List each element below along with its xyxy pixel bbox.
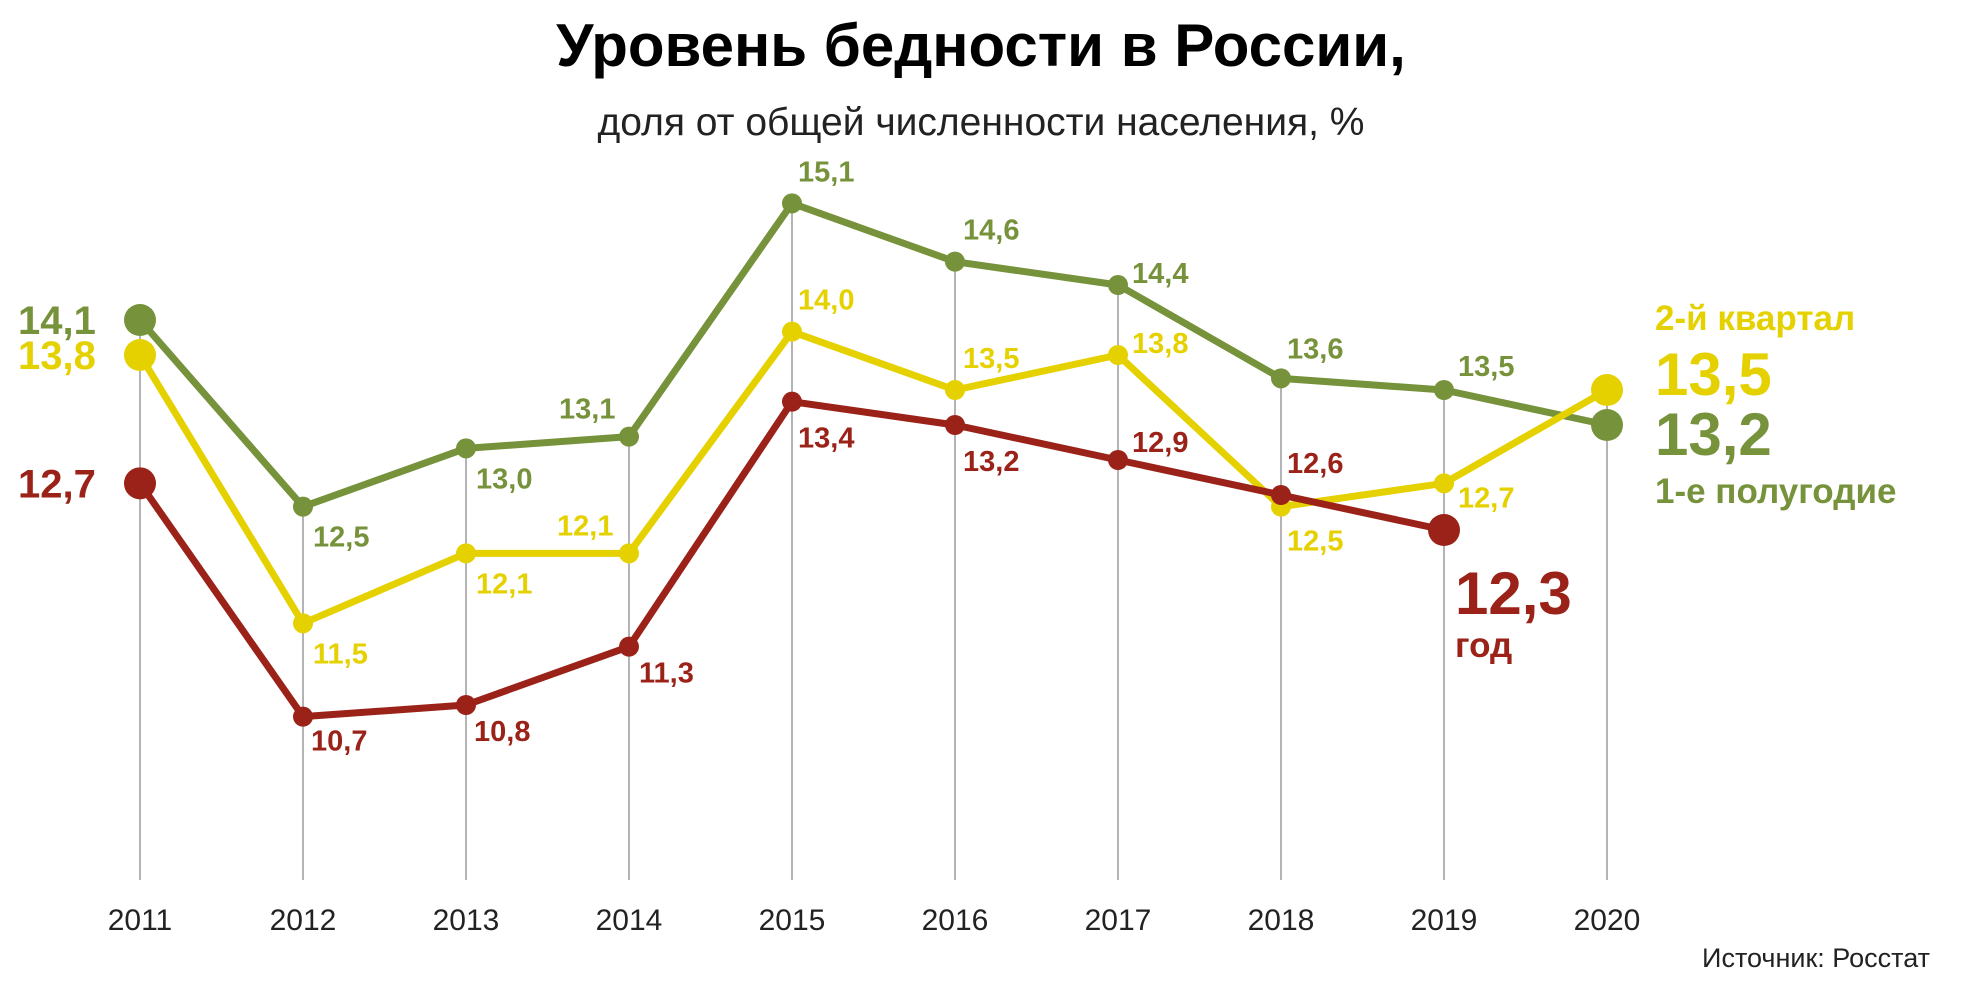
data-label-half: 12,5 bbox=[313, 522, 369, 554]
data-label-quarter: 12,5 bbox=[1287, 526, 1343, 558]
end-value-quarter: 13,5 bbox=[1655, 341, 1772, 408]
grid-lines bbox=[139, 203, 1608, 880]
data-label-quarter: 12,1 bbox=[476, 568, 532, 600]
data-label-half: 15,1 bbox=[798, 156, 854, 188]
x-tick-label: 2016 bbox=[922, 904, 989, 937]
point-half bbox=[124, 304, 156, 336]
source-note: Источник: Росстат bbox=[1702, 943, 1930, 973]
data-label-year: 11,3 bbox=[639, 658, 694, 690]
x-tick-label: 2014 bbox=[596, 904, 663, 937]
series-points bbox=[124, 193, 1623, 727]
point-half bbox=[293, 496, 313, 517]
series-name-quarter: 2-й квартал bbox=[1655, 299, 1855, 338]
data-label-half: 13,1 bbox=[559, 394, 615, 426]
end-value-half: 13,2 bbox=[1655, 401, 1772, 468]
chart-subtitle: доля от общей численности населения, % bbox=[598, 101, 1365, 144]
end-value-year: 12,3 bbox=[1455, 560, 1572, 627]
data-label-year: 12,9 bbox=[1132, 427, 1188, 459]
data-label-year: 12,7 bbox=[18, 462, 96, 506]
data-label-half: 14,6 bbox=[963, 215, 1019, 247]
value-labels: 14,112,513,013,115,114,614,413,613,513,2… bbox=[18, 156, 1896, 757]
line-quarter bbox=[136, 328, 1611, 627]
point-quarter bbox=[619, 543, 639, 564]
point-year bbox=[456, 695, 476, 715]
point-half bbox=[456, 438, 476, 459]
series-name-year: год bbox=[1455, 626, 1512, 665]
point-year bbox=[1428, 514, 1460, 546]
data-label-quarter: 13,8 bbox=[18, 334, 96, 378]
point-quarter bbox=[782, 321, 802, 342]
point-quarter bbox=[1591, 374, 1623, 406]
point-year bbox=[124, 467, 156, 500]
data-label-quarter: 13,8 bbox=[1132, 328, 1188, 360]
x-axis-ticks: 2011 2012 2013 2014 2015 2016 2017 2018 2019 2020 bbox=[108, 904, 1641, 937]
data-label-quarter: 12,7 bbox=[1458, 482, 1514, 514]
point-half bbox=[1591, 409, 1623, 441]
x-tick-label: 2020 bbox=[1574, 904, 1641, 937]
data-label-half: 13,5 bbox=[1458, 351, 1514, 383]
line-half bbox=[136, 199, 1611, 511]
x-tick-label: 2013 bbox=[433, 904, 500, 937]
data-label-year: 10,7 bbox=[311, 726, 367, 758]
x-tick-label: 2018 bbox=[1248, 904, 1315, 937]
data-label-year: 13,4 bbox=[798, 423, 854, 455]
point-quarter bbox=[1108, 345, 1128, 365]
point-half bbox=[1271, 368, 1291, 389]
data-label-quarter: 13,5 bbox=[963, 343, 1019, 375]
point-year bbox=[1108, 450, 1128, 470]
point-quarter bbox=[124, 339, 156, 371]
point-half bbox=[619, 426, 639, 447]
data-label-year: 13,2 bbox=[963, 446, 1019, 478]
data-label-half: 13,0 bbox=[476, 463, 532, 495]
data-label-half: 14,4 bbox=[1132, 258, 1188, 290]
point-quarter bbox=[456, 543, 476, 564]
data-label-half: 13,6 bbox=[1287, 333, 1343, 365]
point-year bbox=[1271, 485, 1291, 505]
x-tick-label: 2012 bbox=[270, 904, 337, 937]
data-label-quarter: 11,5 bbox=[313, 638, 368, 670]
point-quarter bbox=[293, 613, 313, 634]
point-half bbox=[945, 251, 965, 272]
point-quarter bbox=[945, 380, 965, 400]
x-tick-label: 2019 bbox=[1411, 904, 1478, 937]
x-tick-label: 2011 bbox=[108, 904, 173, 937]
data-label-year: 12,6 bbox=[1287, 448, 1343, 480]
data-label-quarter: 14,0 bbox=[798, 285, 854, 317]
data-label-year: 10,8 bbox=[474, 716, 530, 748]
point-half bbox=[1108, 275, 1128, 295]
point-year bbox=[619, 636, 639, 657]
data-label-quarter: 12,1 bbox=[557, 510, 613, 542]
data-label-half: 14,1 bbox=[18, 299, 96, 343]
series-name-half: 1-е полугодие bbox=[1655, 472, 1896, 511]
point-year bbox=[945, 415, 965, 435]
point-year bbox=[293, 706, 313, 727]
point-year bbox=[782, 391, 802, 412]
x-tick-label: 2017 bbox=[1085, 904, 1152, 937]
point-half bbox=[782, 193, 802, 214]
chart-title: Уровень бедности в России, bbox=[556, 12, 1406, 79]
point-half bbox=[1434, 380, 1454, 400]
point-quarter bbox=[1434, 473, 1454, 494]
x-tick-label: 2015 bbox=[759, 904, 826, 937]
